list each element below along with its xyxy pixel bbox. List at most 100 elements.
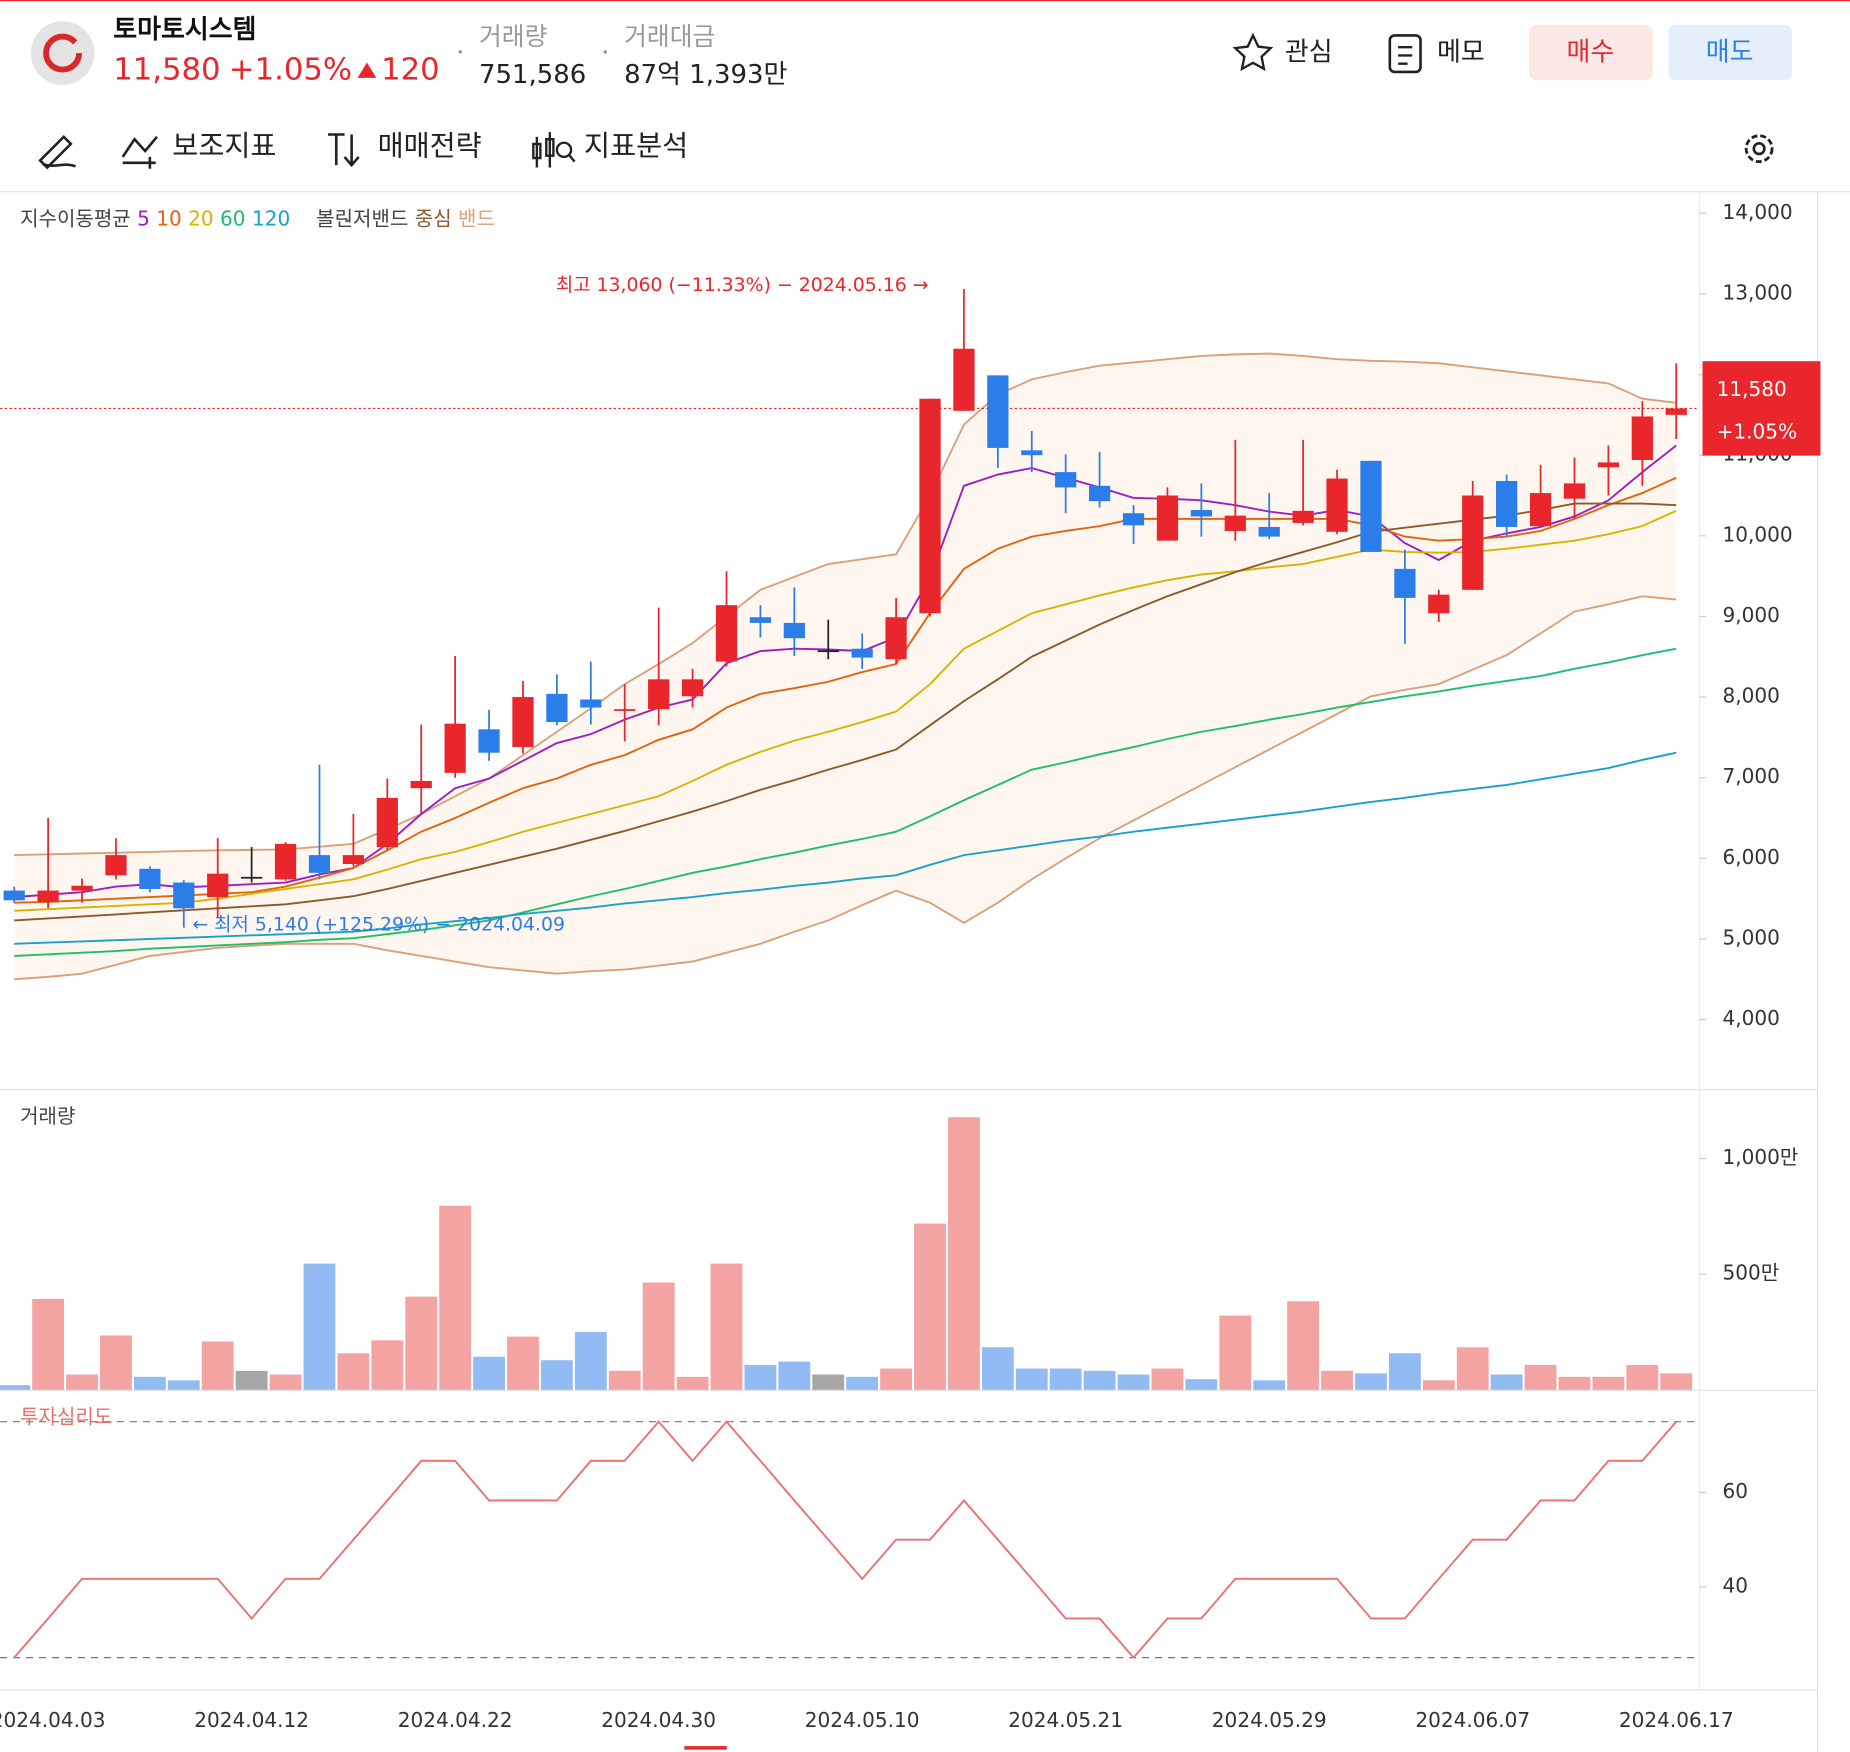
volume-bar	[1253, 1380, 1286, 1390]
amount: 87억 1,393만	[624, 60, 787, 90]
candle-body	[1563, 483, 1586, 499]
volume-bar	[337, 1353, 370, 1390]
ma-line	[14, 647, 1677, 957]
candle-body	[308, 855, 331, 873]
candle-body	[173, 882, 195, 909]
button-label: 메모	[1437, 38, 1485, 68]
buy-button[interactable]: 매수	[1529, 24, 1653, 81]
ma-line	[14, 509, 1677, 912]
volume-bar	[1355, 1373, 1387, 1390]
sell-button[interactable]: 매도	[1668, 24, 1793, 81]
volume-bar	[1558, 1376, 1591, 1390]
x-tick-label: 2024.05.10	[805, 1708, 920, 1732]
candle-body	[1190, 510, 1212, 517]
analysis-tool[interactable]: 지표분석	[532, 129, 688, 168]
panel-title: 투자심리도	[20, 1405, 112, 1429]
gear-center	[1752, 142, 1766, 156]
price-tag	[1702, 361, 1821, 456]
volume-bar	[1287, 1301, 1320, 1390]
candle-body	[953, 348, 975, 411]
candle-body	[1055, 472, 1077, 488]
candle-body	[1224, 515, 1246, 531]
volume-bar	[608, 1370, 641, 1390]
up-triangle	[357, 62, 377, 78]
x-tick-label: 2024.04.22	[398, 1708, 513, 1732]
volume-bar	[439, 1205, 472, 1390]
candle-body	[1122, 513, 1145, 526]
candle-body	[207, 873, 229, 898]
volume-bar	[371, 1340, 404, 1390]
x-tick-label: 2024.06.07	[1415, 1708, 1530, 1732]
sell-bg	[1668, 24, 1793, 81]
candle-body	[478, 729, 500, 753]
candle-body	[817, 650, 839, 653]
settings-button[interactable]	[1744, 134, 1774, 164]
x-tick-label: 2024.06.17	[1619, 1708, 1734, 1732]
candle-body	[1428, 594, 1450, 614]
analysis-icon	[532, 132, 555, 168]
volume-bar	[1660, 1373, 1693, 1390]
candle-body	[851, 648, 873, 658]
candle-body	[512, 697, 534, 748]
candle-body	[410, 780, 432, 789]
volume-bar	[1388, 1353, 1421, 1390]
panel-title: 거래량	[20, 1104, 75, 1128]
volume-bar	[473, 1356, 505, 1390]
x-tick-label: 2024.04.30	[601, 1708, 716, 1732]
volume-bar	[507, 1336, 539, 1390]
indicator-icon	[122, 156, 156, 169]
strategy-tool[interactable]: 매매전략	[328, 129, 482, 168]
strategy-icon	[328, 133, 360, 168]
price-tag-change: +1.05%	[1717, 420, 1797, 444]
draw-tool[interactable]	[38, 135, 77, 170]
volume-bar	[1626, 1365, 1659, 1390]
divider	[0, 1689, 1817, 1691]
buy-bg	[1529, 24, 1653, 81]
legend-entry: 10	[156, 206, 182, 230]
candle-body	[715, 605, 738, 662]
logo-ring	[43, 33, 83, 73]
button-label: 매도	[1706, 38, 1754, 68]
candle-body	[1156, 495, 1179, 541]
divider	[0, 191, 1850, 193]
candle-body	[681, 679, 704, 697]
y-tick-label: 8,000	[1723, 684, 1780, 708]
change: 120	[381, 52, 440, 87]
volume-bar	[1185, 1379, 1218, 1390]
volume-bar	[574, 1332, 607, 1390]
logo	[30, 21, 95, 85]
volume-bar	[1151, 1368, 1184, 1390]
x-tick-label: 2024.05.21	[1008, 1708, 1123, 1732]
memo-button[interactable]: 메모	[1388, 34, 1485, 74]
low-annotation: ← 최저 5,140 (+125.29%) − 2024.04.09	[192, 913, 565, 935]
indicator-icon	[121, 136, 158, 158]
volume-bar	[1524, 1365, 1557, 1390]
candle-body	[1394, 568, 1416, 598]
volume-bar	[100, 1335, 132, 1390]
candle-body	[71, 885, 93, 891]
y-tick-label: 10,000	[1723, 522, 1793, 546]
watch-button[interactable]: 관심	[1232, 32, 1333, 72]
divider	[0, 1389, 1817, 1391]
candle-body	[1631, 416, 1653, 461]
price: 11,580	[113, 52, 220, 87]
indicator-tool[interactable]: 보조지표	[121, 129, 277, 169]
volume-bar	[1117, 1374, 1150, 1390]
candle-body	[241, 876, 263, 879]
candle-body	[614, 709, 636, 711]
volume-bar	[66, 1374, 98, 1390]
y-tick-label: 5,000	[1723, 925, 1780, 949]
legend-group: 지수이동평균	[20, 206, 131, 230]
candle-body	[342, 855, 365, 864]
y-tick-label: 1,000만	[1723, 1145, 1799, 1169]
candle-body	[3, 890, 25, 901]
volume-bar	[948, 1117, 980, 1390]
toolbar-label: 보조지표	[172, 129, 276, 162]
candle-body	[376, 797, 398, 848]
volume-bar	[812, 1374, 845, 1390]
plot-area: 2024.04.03 2024.04.12 2024.04.22 2024.04.30…	[0, 212, 1734, 1732]
candle-body	[139, 868, 161, 889]
y-tick-label: 6,000	[1723, 845, 1780, 869]
